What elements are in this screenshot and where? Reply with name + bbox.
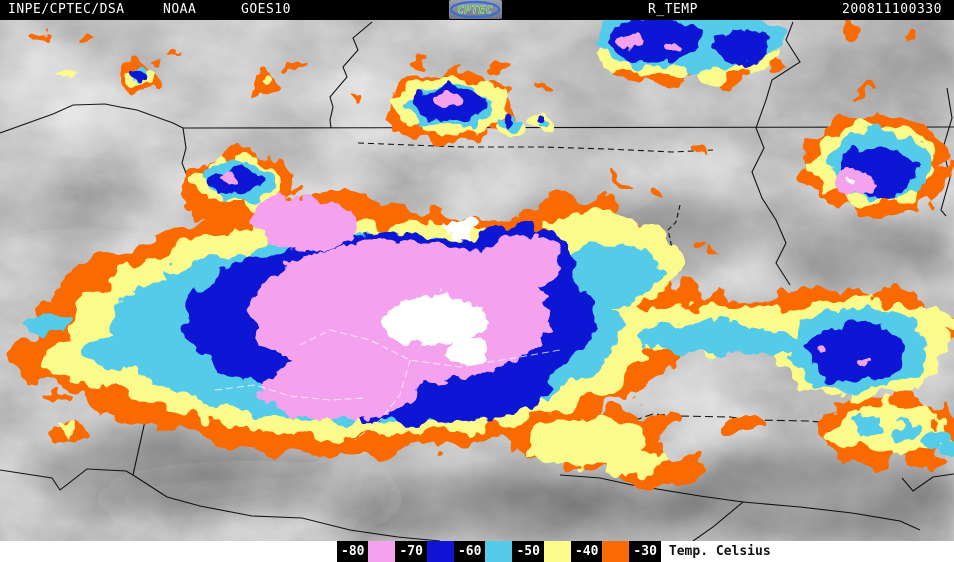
source-label: INPE/CPTEC/DSA xyxy=(8,2,125,17)
legend-box: -80 -70 -60 -50 -40 -30 xyxy=(337,541,661,562)
legend-label: -30 xyxy=(633,544,657,559)
header-bar: INPE/CPTEC/DSA NOAA GOES10 R_TEMP 200811… xyxy=(0,0,954,20)
legend-swatch-pink xyxy=(368,541,396,562)
legend-swatch-orange xyxy=(602,541,630,562)
agency-label: NOAA xyxy=(163,2,197,17)
legend-bar: -80 -70 -60 -50 -40 -30 Temp. Celsius xyxy=(0,541,954,562)
logo-ellipse-icon xyxy=(449,0,501,19)
satellite-label: GOES10 xyxy=(241,2,291,17)
cptec-logo: CPTEC xyxy=(449,0,502,19)
legend-unit-label: Temp. Celsius xyxy=(668,544,771,559)
timestamp-label: 200811100330 xyxy=(842,2,942,17)
legend-label: -60 xyxy=(457,544,482,559)
legend-swatch-blue xyxy=(426,541,454,562)
satellite-ir-map xyxy=(0,20,954,541)
legend-label: -40 xyxy=(574,544,599,559)
product-label: R_TEMP xyxy=(648,2,698,17)
legend-label: -70 xyxy=(399,544,423,559)
logo-text: CPTEC xyxy=(457,4,493,17)
legend-swatch-yellow xyxy=(543,541,571,562)
state-boundaries-over-cloud xyxy=(214,329,561,441)
legend-label: -80 xyxy=(341,544,365,559)
temp-band-minus80 xyxy=(383,177,855,363)
legend-label: -50 xyxy=(516,544,540,559)
legend-swatch-cyan xyxy=(485,541,513,562)
